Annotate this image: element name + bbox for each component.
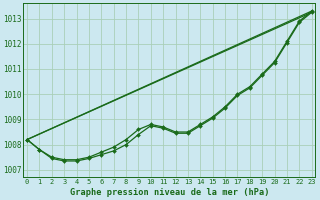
X-axis label: Graphe pression niveau de la mer (hPa): Graphe pression niveau de la mer (hPa) <box>70 188 269 197</box>
